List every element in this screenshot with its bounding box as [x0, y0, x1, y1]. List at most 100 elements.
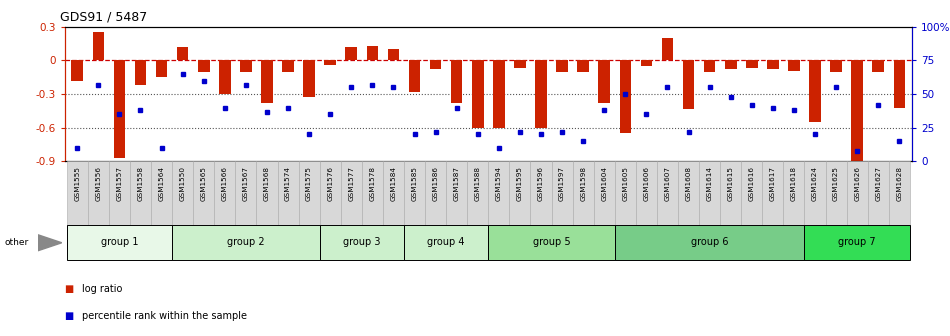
Bar: [657, 161, 678, 254]
Bar: [277, 161, 298, 254]
Text: GSM1577: GSM1577: [349, 166, 354, 201]
Bar: [114, 60, 125, 158]
Bar: [404, 161, 425, 254]
Bar: [636, 161, 657, 254]
Bar: [298, 161, 319, 254]
Text: GSM1566: GSM1566: [221, 166, 228, 201]
Bar: [552, 161, 573, 254]
Bar: [215, 161, 236, 254]
Bar: [826, 161, 846, 254]
Bar: [71, 60, 83, 81]
Bar: [282, 60, 294, 72]
Text: group 2: group 2: [227, 237, 265, 247]
Text: GSM1564: GSM1564: [159, 166, 164, 201]
Bar: [425, 161, 446, 254]
Bar: [130, 161, 151, 254]
Bar: [530, 161, 552, 254]
Bar: [867, 161, 889, 254]
Bar: [367, 46, 378, 60]
Bar: [830, 60, 842, 72]
Text: GSM1605: GSM1605: [622, 166, 628, 201]
Bar: [193, 161, 215, 254]
Bar: [619, 60, 631, 133]
Bar: [156, 60, 167, 77]
Bar: [109, 161, 130, 254]
Text: GSM1550: GSM1550: [180, 166, 185, 201]
Text: GSM1598: GSM1598: [580, 166, 586, 201]
Text: GSM1614: GSM1614: [707, 166, 712, 201]
Bar: [319, 161, 341, 254]
Bar: [92, 33, 104, 60]
Bar: [725, 60, 736, 70]
Bar: [236, 161, 256, 254]
Bar: [404, 225, 488, 260]
Bar: [319, 225, 404, 260]
Bar: [894, 60, 905, 108]
Bar: [762, 161, 784, 254]
Text: group 7: group 7: [839, 237, 876, 247]
Text: GDS91 / 5487: GDS91 / 5487: [60, 10, 147, 23]
Text: GSM1574: GSM1574: [285, 166, 291, 201]
Text: GSM1617: GSM1617: [770, 166, 776, 201]
Bar: [493, 60, 504, 128]
Text: GSM1615: GSM1615: [728, 166, 733, 201]
Text: GSM1558: GSM1558: [138, 166, 143, 201]
Text: GSM1606: GSM1606: [643, 166, 650, 201]
Bar: [615, 161, 636, 254]
Text: GSM1587: GSM1587: [454, 166, 460, 201]
Bar: [578, 60, 589, 72]
Text: GSM1576: GSM1576: [327, 166, 333, 201]
Bar: [809, 60, 821, 122]
Bar: [488, 161, 509, 254]
Bar: [767, 60, 779, 70]
Text: GSM1608: GSM1608: [686, 166, 692, 201]
Text: GSM1604: GSM1604: [601, 166, 607, 201]
Text: log ratio: log ratio: [82, 284, 122, 294]
Bar: [699, 161, 720, 254]
Bar: [640, 60, 653, 66]
Bar: [135, 60, 146, 85]
Text: GSM1594: GSM1594: [496, 166, 502, 201]
Bar: [341, 161, 362, 254]
Bar: [746, 60, 757, 68]
Bar: [198, 60, 210, 72]
Text: GSM1565: GSM1565: [200, 166, 207, 201]
Text: GSM1607: GSM1607: [664, 166, 671, 201]
Bar: [467, 161, 488, 254]
Text: GSM1568: GSM1568: [264, 166, 270, 201]
Bar: [720, 161, 741, 254]
Bar: [805, 225, 910, 260]
Text: GSM1616: GSM1616: [749, 166, 755, 201]
Bar: [683, 60, 694, 109]
Bar: [256, 161, 277, 254]
Text: GSM1624: GSM1624: [812, 166, 818, 201]
Text: GSM1595: GSM1595: [517, 166, 523, 201]
Bar: [662, 38, 674, 60]
Bar: [240, 60, 252, 72]
Bar: [788, 60, 800, 71]
Bar: [488, 225, 615, 260]
Text: GSM1575: GSM1575: [306, 166, 313, 201]
Bar: [805, 161, 826, 254]
Bar: [383, 161, 404, 254]
Bar: [66, 225, 172, 260]
Text: ■: ■: [65, 284, 74, 294]
Text: GSM1625: GSM1625: [833, 166, 839, 201]
Bar: [472, 60, 484, 128]
Bar: [594, 161, 615, 254]
Bar: [509, 161, 530, 254]
Text: GSM1628: GSM1628: [897, 166, 902, 201]
Bar: [535, 60, 547, 128]
Bar: [66, 161, 87, 254]
Bar: [408, 60, 420, 92]
Text: GSM1585: GSM1585: [411, 166, 417, 201]
Polygon shape: [38, 235, 62, 251]
Bar: [678, 161, 699, 254]
Bar: [177, 47, 188, 60]
Bar: [784, 161, 805, 254]
Text: ■: ■: [65, 311, 74, 321]
Text: GSM1618: GSM1618: [791, 166, 797, 201]
Bar: [446, 161, 467, 254]
Text: group 4: group 4: [428, 237, 465, 247]
Bar: [324, 60, 336, 65]
